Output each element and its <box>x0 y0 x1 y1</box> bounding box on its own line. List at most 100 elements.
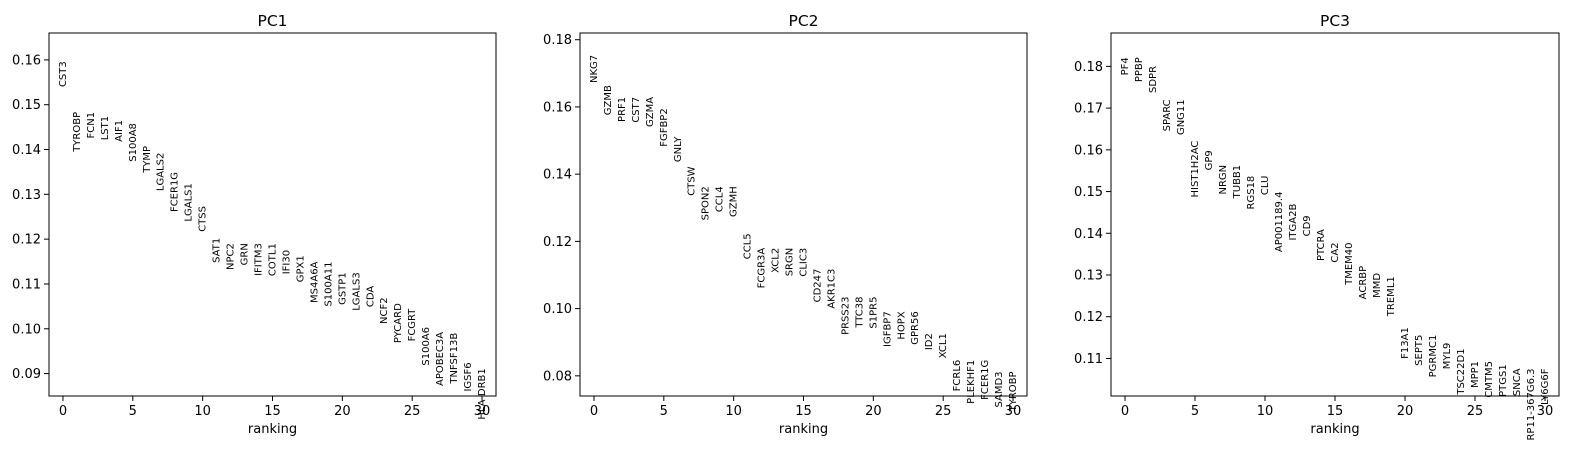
gene-label: AIF1 <box>114 120 125 142</box>
gene-label: CLIC3 <box>799 248 810 277</box>
gene-label: LY6G6F <box>1540 368 1551 405</box>
x-tick-label: 10 <box>194 404 211 419</box>
gene-label: IGFBP7 <box>882 311 893 347</box>
gene-label: PTGS1 <box>1498 364 1509 397</box>
panel-pc3: PC3 ranking 0 5 10 15 20 25 30 0.110.120.130.1… <box>1074 12 1560 441</box>
y-axis: 0.08 0.10 0.12 0.14 0.16 0.18 <box>543 33 580 384</box>
gene-label: CA2 <box>1330 242 1341 262</box>
x-tick-label: 25 <box>404 404 421 419</box>
y-axis: 0.11 0.12 0.13 0.14 0.15 0.16 0.17 0.18 <box>1074 60 1111 367</box>
y-tick-label: 0.12 <box>543 235 572 250</box>
gene-label: HIST1H2AC <box>1190 141 1201 198</box>
gene-label: S100A8 <box>128 123 139 162</box>
gene-label: CCL5 <box>743 233 754 259</box>
gene-label: XCL1 <box>938 333 949 358</box>
x-tick-label: 20 <box>865 404 882 419</box>
gene-label: NCF2 <box>379 297 390 324</box>
x-tick-label: 5 <box>1191 404 1199 419</box>
gene-label: MYL9 <box>1442 343 1453 370</box>
gene-label: TREML1 <box>1386 276 1397 317</box>
gene-label: F13A1 <box>1400 327 1411 359</box>
y-tick-label: 0.16 <box>543 100 572 115</box>
x-tick-label: 20 <box>1397 404 1414 419</box>
gene-label: AKR1C3 <box>826 269 837 309</box>
x-tick-label: 30 <box>1537 404 1554 419</box>
gene-label: MS4A6A <box>309 261 320 303</box>
gene-label: IGSF6 <box>463 362 474 391</box>
gene-label: CMTM5 <box>1484 361 1495 398</box>
y-tick-label: 0.16 <box>1074 143 1103 158</box>
y-tick-label: 0.11 <box>12 277 41 292</box>
gene-label: CD247 <box>812 269 823 303</box>
gene-label: LGALS1 <box>184 183 195 221</box>
gene-label: GNG11 <box>1176 99 1187 135</box>
gene-label: FGFBP2 <box>659 108 670 147</box>
x-axis: 0 5 10 15 20 25 30 <box>590 396 1021 419</box>
gene-label: LST1 <box>100 116 111 140</box>
x-tick-label: 0 <box>590 404 598 419</box>
y-tick-label: 0.14 <box>1074 227 1103 242</box>
gene-label: COTL1 <box>268 243 279 276</box>
gene-label: HOPX <box>896 311 907 339</box>
x-axis: 0 5 10 15 20 25 30 <box>59 396 490 419</box>
gene-label: TTC38 <box>854 297 865 329</box>
gene-label: SPARC <box>1162 99 1173 131</box>
gene-label: TYROBP <box>72 112 83 153</box>
y-tick-label: 0.10 <box>543 302 572 317</box>
gene-label: CTSW <box>687 166 698 195</box>
y-tick-label: 0.14 <box>543 168 572 183</box>
gene-label: S100A6 <box>421 327 432 366</box>
y-axis: 0.09 0.10 0.11 0.12 0.13 0.14 0.15 0.16 <box>12 53 49 382</box>
x-tick-label: 10 <box>725 404 742 419</box>
gene-label: SEPT5 <box>1414 335 1425 366</box>
gene-label: PRSS23 <box>840 297 851 335</box>
gene-label: PGRMC1 <box>1428 335 1439 378</box>
gene-label: CCL4 <box>715 186 726 212</box>
gene-label: IFI30 <box>281 250 292 274</box>
gene-label: SAMD3 <box>994 371 1005 407</box>
x-tick-label: 5 <box>660 404 668 419</box>
gene-label: FCGRT <box>407 308 418 342</box>
x-axis-label: ranking <box>1310 422 1359 437</box>
panel-pc1: PC1 ranking 0 5 10 15 20 25 30 0.09 0.10 0.11 0.1… <box>12 12 497 437</box>
x-tick-label: 15 <box>1327 404 1344 419</box>
gene-label: GPX1 <box>295 255 306 282</box>
gene-label: FCGR3A <box>757 248 768 289</box>
gene-label: AP001189.4 <box>1274 192 1285 253</box>
y-tick-label: 0.15 <box>12 98 41 113</box>
gene-label: XCL2 <box>771 248 782 273</box>
gene-label: CDA <box>365 286 376 308</box>
gene-label: ID2 <box>924 333 935 350</box>
y-tick-label: 0.10 <box>12 322 41 337</box>
gene-label: CST3 <box>58 61 69 87</box>
x-tick-label: 15 <box>264 404 281 419</box>
gene-label: GP9 <box>1204 150 1215 170</box>
gene-label: SNCA <box>1512 368 1523 396</box>
x-tick-label: 30 <box>1005 404 1022 419</box>
gene-label: CD9 <box>1302 215 1313 236</box>
gene-label: ACRBP <box>1358 266 1369 300</box>
gene-label: IFITM3 <box>254 243 265 276</box>
gene-label: PLEKHF1 <box>966 360 977 404</box>
chart-title: PC1 <box>257 12 287 30</box>
x-tick-label: 25 <box>935 404 952 419</box>
gene-label: GSTP1 <box>337 272 348 305</box>
y-tick-label: 0.15 <box>1074 185 1103 200</box>
plot-frame <box>579 32 1028 397</box>
gene-label: FCN1 <box>86 112 97 139</box>
gene-label: RGS18 <box>1246 176 1257 210</box>
gene-label: GRN <box>240 243 251 265</box>
y-tick-label: 0.12 <box>12 233 41 248</box>
y-tick-label: 0.11 <box>1074 352 1103 367</box>
y-tick-label: 0.16 <box>12 53 41 68</box>
x-tick-label: 10 <box>1257 404 1274 419</box>
x-tick-label: 30 <box>474 404 491 419</box>
gene-label: FCER1G <box>170 172 181 212</box>
y-tick-label: 0.17 <box>1074 102 1103 117</box>
gene-label: CTSS <box>198 206 209 232</box>
gene-label: TNFSF13B <box>449 333 460 385</box>
gene-label: S1PR5 <box>868 297 879 329</box>
